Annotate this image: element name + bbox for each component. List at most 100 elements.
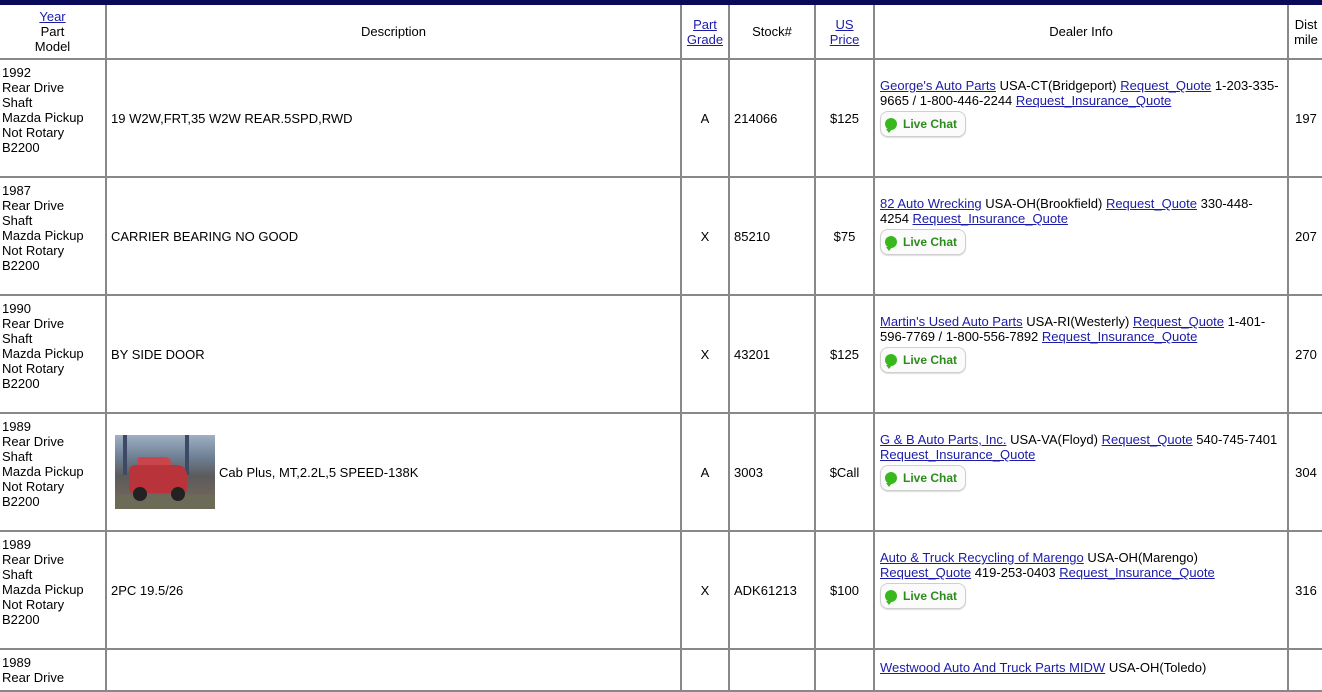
model-text: Not Rotary xyxy=(2,125,65,140)
part-text: Shaft xyxy=(2,449,33,464)
dealer-info-cell: 82 Auto Wrecking USA-OH(Brookfield) Requ… xyxy=(874,177,1289,296)
part-text: Rear Drive xyxy=(2,434,65,449)
stock-cell: 85210 xyxy=(729,177,816,296)
header-part-grade: Part Grade xyxy=(681,5,730,60)
year-text: 1992 xyxy=(2,65,31,80)
grade-cell: A xyxy=(681,59,730,178)
stock-cell: ADK61213 xyxy=(729,531,816,650)
chat-bubble-icon xyxy=(885,590,897,605)
header-distance: Dist mile xyxy=(1288,5,1322,60)
year-part-model-cell: 1989 Rear Drive Shaft Mazda Pickup Not R… xyxy=(0,413,107,532)
header-year-part-model: Year Part Model xyxy=(0,5,107,60)
live-chat-label: Live Chat xyxy=(903,116,958,131)
table-row: 1990 Rear Drive Shaft Mazda Pickup Not R… xyxy=(0,295,1322,414)
year-text: 1989 xyxy=(2,537,31,552)
description-cell: 2PC 19.5/26 xyxy=(106,531,682,650)
live-chat-button[interactable]: Live Chat xyxy=(880,347,967,373)
request-quote-link[interactable]: Request_Quote xyxy=(1132,314,1225,329)
dealer-info-cell: Auto & Truck Recycling of Marengo USA-OH… xyxy=(874,531,1289,650)
dealer-location: USA-OH(Marengo) xyxy=(1087,550,1198,565)
model-text: Not Rotary xyxy=(2,361,65,376)
part-text: Rear Drive xyxy=(2,80,65,95)
grade-cell: A xyxy=(681,413,730,532)
live-chat-label: Live Chat xyxy=(903,234,958,249)
stock-cell xyxy=(729,649,816,692)
description-cell xyxy=(106,649,682,692)
part-text: Rear Drive xyxy=(2,670,65,685)
live-chat-button[interactable]: Live Chat xyxy=(880,583,967,609)
model-text: Mazda Pickup xyxy=(2,464,84,479)
sort-by-price-link-line2[interactable]: Price xyxy=(829,31,860,47)
request-insurance-quote-link[interactable]: Request_Insurance_Quote xyxy=(1059,565,1215,580)
distance-cell: 270 xyxy=(1288,295,1322,414)
table-row: 1987 Rear Drive Shaft Mazda Pickup Not R… xyxy=(0,177,1322,296)
request-quote-link[interactable]: Request_Quote xyxy=(1105,196,1198,211)
distance-cell: 197 xyxy=(1288,59,1322,178)
distance-cell: 207 xyxy=(1288,177,1322,296)
grade-cell: X xyxy=(681,295,730,414)
price-cell: $75 xyxy=(815,177,875,296)
header-row: Year Part Model Description Part Grade S… xyxy=(0,5,1322,60)
request-quote-link[interactable]: Request_Quote xyxy=(880,565,972,580)
description-cell: CARRIER BEARING NO GOOD xyxy=(106,177,682,296)
year-text: 1989 xyxy=(2,655,31,670)
request-quote-link[interactable]: Request_Quote xyxy=(1120,78,1212,93)
live-chat-button[interactable]: Live Chat xyxy=(880,229,967,255)
dealer-name-link[interactable]: Martin's Used Auto Parts xyxy=(880,314,1023,329)
dealer-phone: 1-203-335-9665 / 1-800-446-2244 xyxy=(880,78,1279,108)
dealer-location: USA-CT(Bridgeport) xyxy=(999,78,1117,93)
top-bar xyxy=(0,0,1322,5)
year-part-model-cell: 1992 Rear Drive Shaft Mazda Pickup Not R… xyxy=(0,59,107,178)
dealer-location: USA-OH(Brookfield) xyxy=(985,196,1103,211)
model-text: Not Rotary xyxy=(2,243,65,258)
part-photo-thumbnail[interactable] xyxy=(115,435,215,509)
distance-cell: 304 xyxy=(1288,413,1322,532)
model-text: B2200 xyxy=(2,494,40,509)
grade-cell xyxy=(681,649,730,692)
part-text: Rear Drive xyxy=(2,552,65,567)
price-cell: $125 xyxy=(815,295,875,414)
description-cell: BY SIDE DOOR xyxy=(106,295,682,414)
dealer-name-link[interactable]: G & B Auto Parts, Inc. xyxy=(880,432,1007,447)
dealer-name-link[interactable]: 82 Auto Wrecking xyxy=(880,196,982,211)
dealer-name-link[interactable]: Westwood Auto And Truck Parts MIDW xyxy=(880,660,1106,675)
model-text: B2200 xyxy=(2,376,40,391)
request-insurance-quote-link[interactable]: Request_Insurance_Quote xyxy=(912,211,1068,226)
dealer-name-link[interactable]: Auto & Truck Recycling of Marengo xyxy=(880,550,1084,565)
year-text: 1987 xyxy=(2,183,31,198)
sort-by-grade-link-line2[interactable]: Grade xyxy=(686,31,724,47)
price-cell xyxy=(815,649,875,692)
model-text: Not Rotary xyxy=(2,479,65,494)
header-dealer-info: Dealer Info xyxy=(874,5,1289,60)
model-text: B2200 xyxy=(2,140,40,155)
year-text: 1990 xyxy=(2,301,31,316)
model-text: B2200 xyxy=(2,258,40,273)
request-insurance-quote-link[interactable]: Request_Insurance_Quote xyxy=(1041,329,1198,344)
sort-by-year-link[interactable]: Year xyxy=(39,9,66,24)
model-text: Mazda Pickup xyxy=(2,228,84,243)
live-chat-label: Live Chat xyxy=(903,470,958,485)
model-text: Mazda Pickup xyxy=(2,110,84,125)
part-text: Rear Drive xyxy=(2,198,65,213)
price-cell: $100 xyxy=(815,531,875,650)
header-dist-line2: mile xyxy=(1294,31,1318,47)
year-text: 1989 xyxy=(2,419,31,434)
stock-cell: 3003 xyxy=(729,413,816,532)
chat-bubble-icon xyxy=(885,472,897,487)
stock-cell: 43201 xyxy=(729,295,816,414)
live-chat-button[interactable]: Live Chat xyxy=(880,465,967,491)
live-chat-button[interactable]: Live Chat xyxy=(880,111,967,137)
request-quote-link[interactable]: Request_Quote xyxy=(1101,432,1193,447)
table-row: 1989 Rear Drive Westwood Auto And Truck … xyxy=(0,649,1322,692)
distance-cell: 316 xyxy=(1288,531,1322,650)
dealer-name-link[interactable]: George's Auto Parts xyxy=(880,78,996,93)
request-insurance-quote-link[interactable]: Request_Insurance_Quote xyxy=(1015,93,1172,108)
sort-by-price-link-line1[interactable]: US xyxy=(835,16,854,32)
grade-cell: X xyxy=(681,177,730,296)
request-insurance-quote-link[interactable]: Request_Insurance_Quote xyxy=(880,447,1036,462)
dealer-phone: 540-745-7401 xyxy=(1196,432,1278,447)
parts-results-table: Year Part Model Description Part Grade S… xyxy=(0,5,1322,692)
sort-by-grade-link-line1[interactable]: Part xyxy=(693,16,717,32)
dealer-phone: 419-253-0403 xyxy=(974,565,1056,580)
chat-bubble-icon xyxy=(885,118,897,133)
